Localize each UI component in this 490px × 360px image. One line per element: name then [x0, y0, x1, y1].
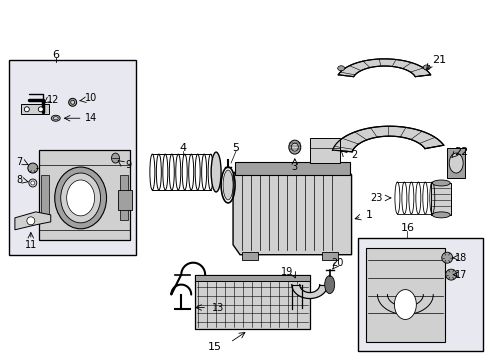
- Ellipse shape: [51, 115, 60, 121]
- Text: 23: 23: [370, 193, 383, 203]
- Ellipse shape: [112, 153, 120, 163]
- Text: 12: 12: [47, 95, 59, 105]
- Polygon shape: [333, 126, 444, 152]
- Text: 1: 1: [366, 210, 373, 220]
- Bar: [39, 150, 130, 240]
- Text: 20: 20: [331, 258, 344, 268]
- Text: 3: 3: [292, 162, 298, 172]
- Bar: [195, 275, 310, 329]
- Ellipse shape: [71, 100, 74, 104]
- Text: 21: 21: [432, 55, 446, 66]
- Ellipse shape: [394, 289, 416, 319]
- Bar: [21, 104, 49, 114]
- Ellipse shape: [446, 269, 457, 280]
- Polygon shape: [292, 285, 328, 298]
- Bar: [322, 252, 338, 260]
- Ellipse shape: [55, 167, 106, 229]
- Polygon shape: [235, 162, 349, 175]
- Ellipse shape: [211, 152, 221, 192]
- Text: 19: 19: [281, 267, 293, 276]
- Bar: [41, 175, 49, 220]
- Polygon shape: [338, 59, 431, 77]
- Ellipse shape: [442, 252, 453, 263]
- Bar: [195, 275, 310, 280]
- Text: 16: 16: [400, 223, 415, 233]
- Ellipse shape: [38, 107, 43, 112]
- Ellipse shape: [24, 107, 29, 112]
- Text: 10: 10: [84, 93, 97, 103]
- Text: 6: 6: [52, 50, 59, 60]
- Text: 13: 13: [212, 302, 224, 312]
- Text: 15: 15: [208, 342, 222, 352]
- Ellipse shape: [29, 179, 37, 187]
- Ellipse shape: [432, 180, 450, 186]
- Bar: [310, 138, 340, 163]
- Text: 14: 14: [84, 113, 97, 123]
- Text: 9: 9: [125, 160, 131, 170]
- Ellipse shape: [61, 173, 100, 223]
- Ellipse shape: [432, 212, 450, 218]
- Text: 22: 22: [454, 147, 468, 157]
- Text: 7: 7: [17, 157, 23, 167]
- Bar: [358, 238, 483, 351]
- Ellipse shape: [67, 180, 95, 216]
- Ellipse shape: [31, 181, 35, 185]
- Text: 11: 11: [24, 240, 37, 250]
- Text: 18: 18: [455, 253, 467, 263]
- Text: 17: 17: [455, 270, 467, 280]
- Ellipse shape: [325, 276, 335, 293]
- Bar: [431, 183, 451, 215]
- Polygon shape: [233, 165, 352, 255]
- Ellipse shape: [289, 140, 301, 154]
- Text: 5: 5: [233, 143, 240, 153]
- Bar: [9, 60, 136, 255]
- Ellipse shape: [223, 170, 233, 200]
- Ellipse shape: [69, 98, 76, 106]
- Text: 2: 2: [351, 150, 358, 160]
- Polygon shape: [15, 212, 51, 230]
- Ellipse shape: [27, 217, 35, 225]
- Bar: [121, 175, 128, 220]
- Ellipse shape: [28, 163, 38, 173]
- Ellipse shape: [449, 153, 463, 173]
- Bar: [366, 248, 445, 342]
- Ellipse shape: [423, 65, 430, 70]
- Ellipse shape: [292, 143, 298, 151]
- Bar: [447, 148, 465, 178]
- Bar: [242, 252, 258, 260]
- Ellipse shape: [53, 117, 58, 120]
- Bar: [119, 190, 132, 210]
- Ellipse shape: [338, 66, 344, 71]
- Text: 8: 8: [17, 175, 23, 185]
- Text: 4: 4: [180, 143, 187, 153]
